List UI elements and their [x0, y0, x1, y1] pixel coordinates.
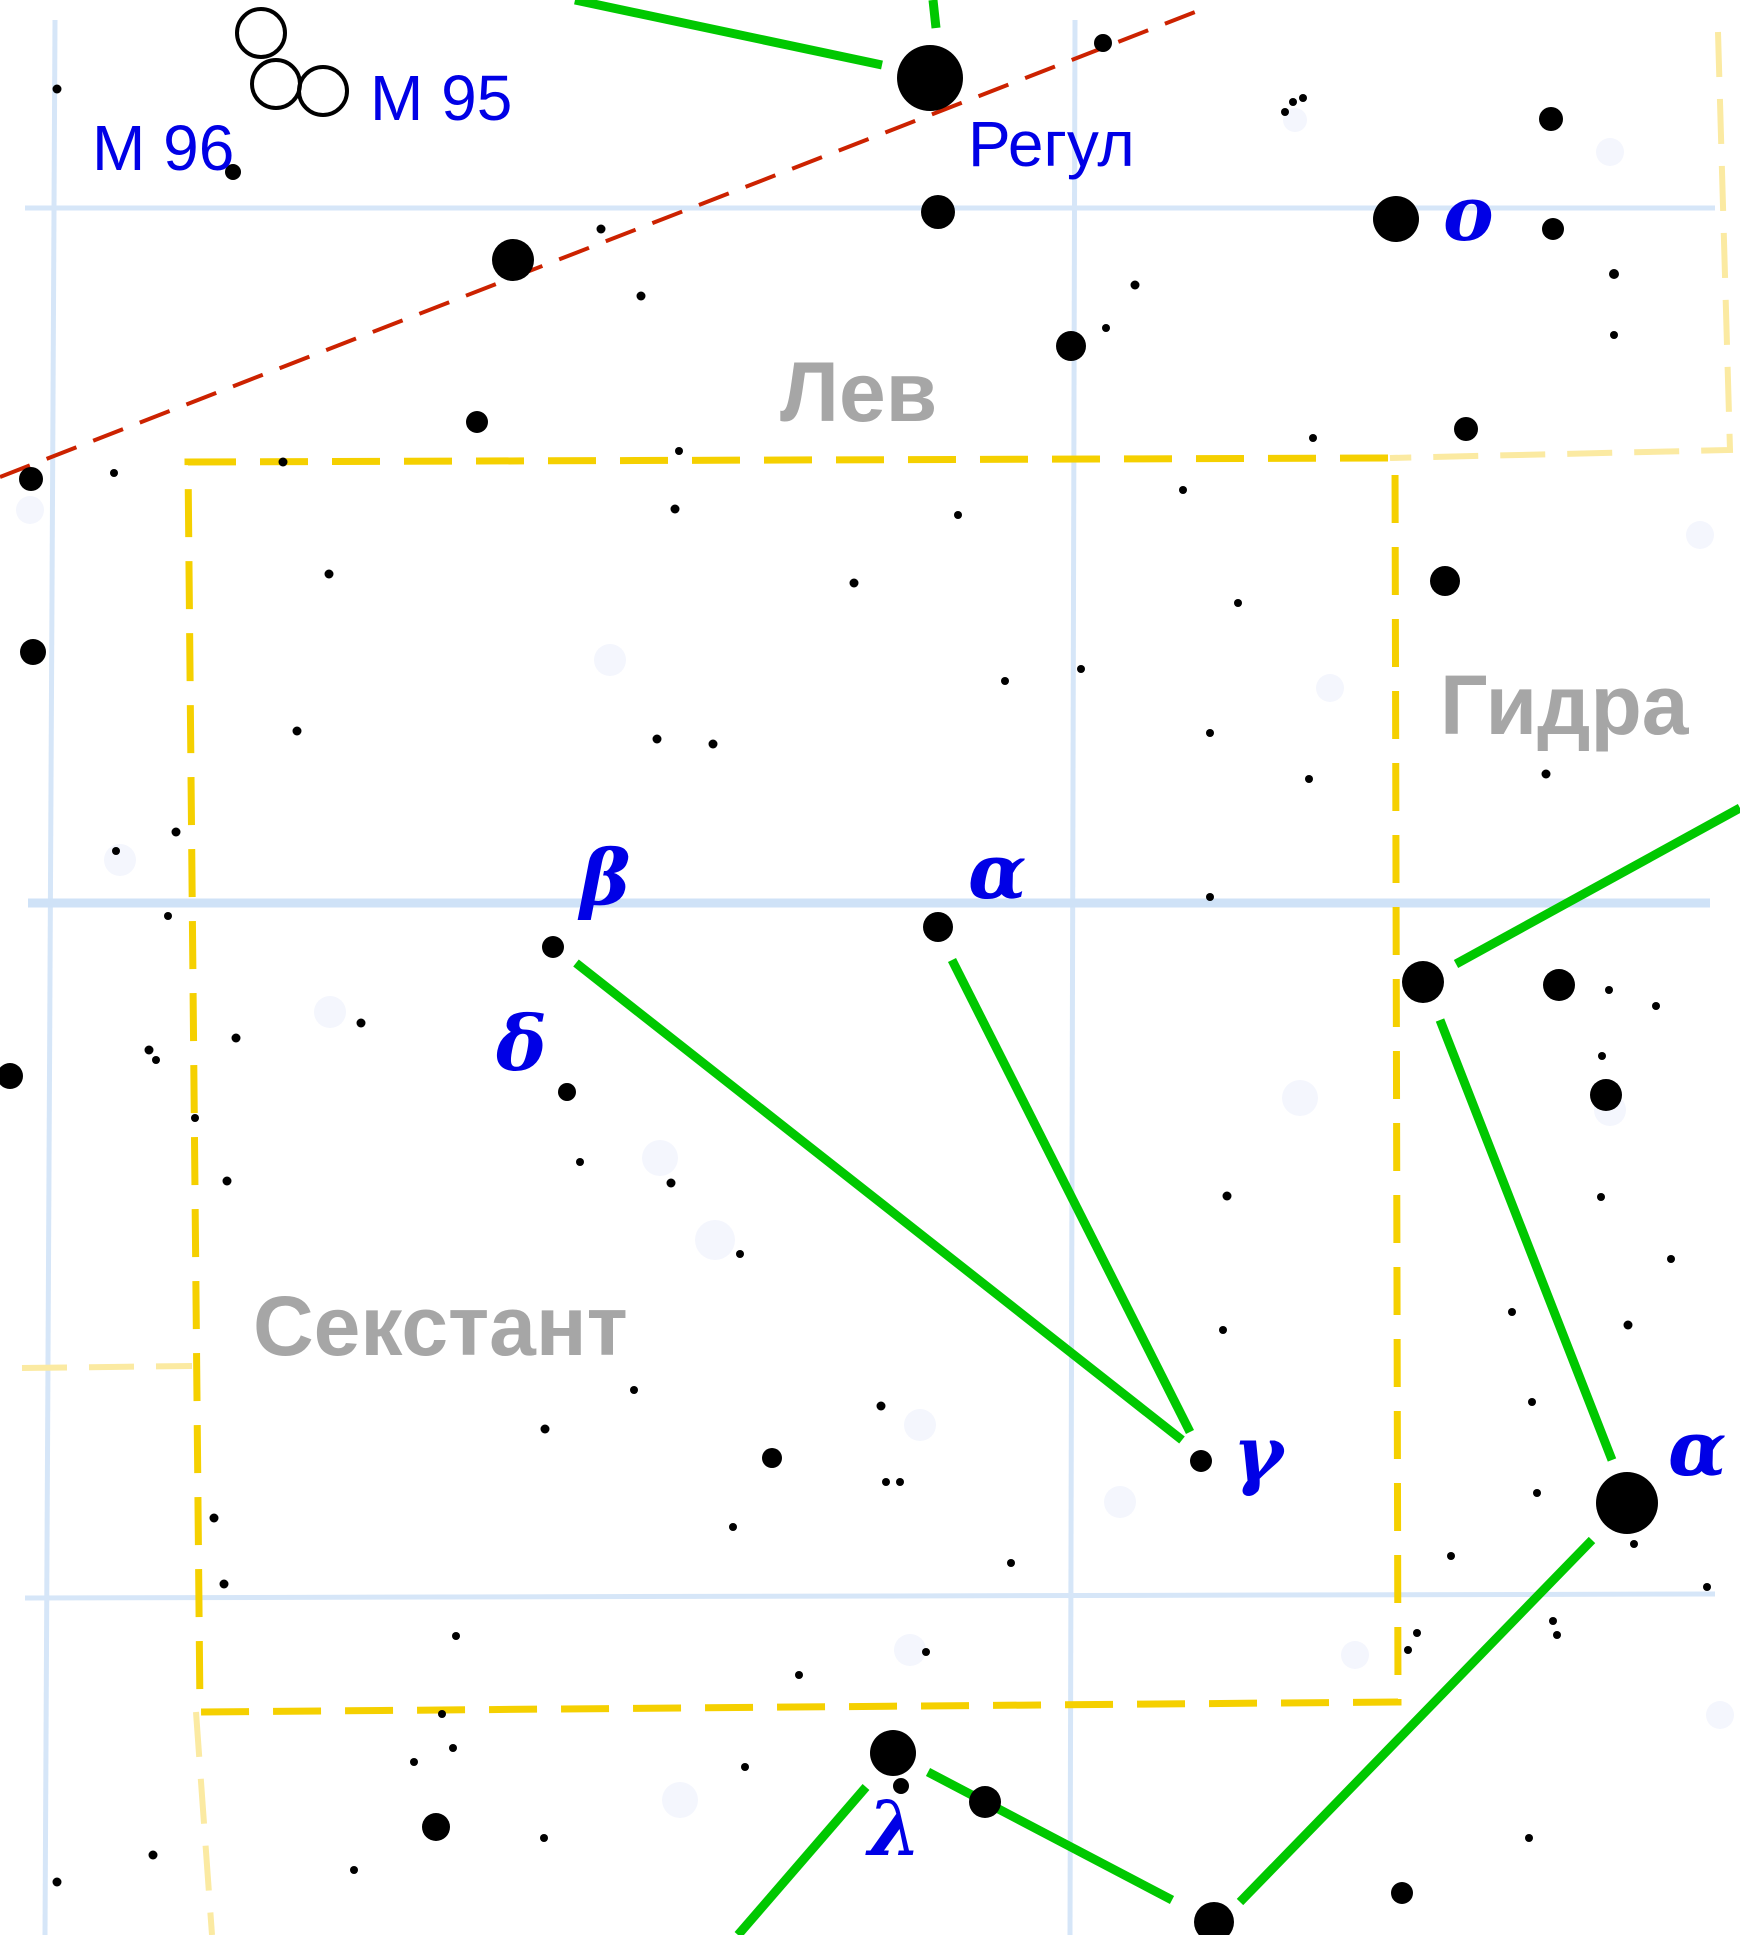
star-label-omicron-leo: ο — [1443, 169, 1494, 258]
star-alpha-hya — [1596, 1472, 1658, 1534]
star — [1539, 107, 1563, 131]
hydra-line-alphard — [1435, 1018, 1617, 1462]
faint-halos — [16, 108, 1734, 1818]
star — [969, 1786, 1001, 1818]
object-label-regulus: Регул — [968, 108, 1135, 180]
star — [466, 411, 488, 433]
galaxy-markers — [235, 7, 349, 117]
grid-line-dec-bottom — [24, 1591, 1716, 1601]
ecliptic-line — [0, 10, 1196, 479]
leo-line-regulus-north — [928, 0, 941, 29]
constellation-label-sextans: Секстант — [253, 1279, 628, 1373]
star-alpha-sex — [923, 912, 953, 942]
star — [225, 164, 241, 180]
star — [1056, 331, 1086, 361]
stars — [0, 34, 1711, 1935]
star — [893, 1778, 909, 1794]
object-label-m95: M 95 — [370, 62, 512, 134]
star-label-gamma-sex: γ — [1233, 1409, 1287, 1498]
hydra-line-alphard-south — [1236, 1536, 1596, 1906]
star-beta-sex — [542, 936, 564, 958]
constellation-figure-lines — [573, 0, 1740, 1935]
sextans-line-alpha-gamma — [947, 957, 1195, 1435]
star — [0, 1063, 23, 1089]
star — [1391, 1882, 1413, 1904]
constellation-label-leo: Лев — [780, 345, 937, 439]
star-omicron-leo — [1373, 196, 1419, 242]
star-gamma-sex — [1190, 1450, 1212, 1472]
star — [20, 639, 46, 665]
star — [1454, 417, 1478, 441]
star-lambda-hya — [870, 1730, 916, 1776]
star — [1590, 1079, 1622, 1111]
constellation-label-hydra: Гидра — [1440, 658, 1690, 752]
star-label-alpha-hya: α — [1668, 1404, 1726, 1493]
star — [1430, 566, 1460, 596]
boundary-leo-hydra — [1389, 31, 1734, 461]
star-label-alpha-sex: α — [968, 827, 1026, 916]
sextans-boundary — [184, 454, 1402, 1716]
star — [921, 195, 955, 229]
star-regulus — [897, 45, 963, 111]
galaxy-m96-icon — [235, 7, 287, 59]
star-label-beta-sex: β — [577, 833, 630, 922]
galaxy-m95-icon — [297, 65, 349, 117]
star — [492, 239, 534, 281]
star — [19, 467, 43, 491]
object-label-m96: M 96 — [92, 112, 234, 184]
hydra-line-north — [1453, 804, 1740, 968]
star — [1194, 1902, 1234, 1935]
star — [762, 1448, 782, 1468]
star-label-lambda-hya: λ — [865, 1784, 921, 1873]
sextans-line-beta-gamma — [573, 959, 1185, 1444]
star — [422, 1813, 450, 1841]
grid-line-ra-left — [42, 19, 58, 1935]
boundary-leo-sextans-west — [21, 1363, 193, 1371]
boundary-hydra-south — [193, 1711, 215, 1935]
star — [1402, 961, 1444, 1003]
star — [1543, 969, 1575, 1001]
leo-line-regulus — [574, 0, 883, 70]
star — [1542, 218, 1564, 240]
hydra-line-lambda — [925, 1768, 1175, 1904]
hydra-line-lambda-west — [734, 1784, 870, 1935]
star-delta-sex — [558, 1083, 576, 1101]
star-label-delta-sex: δ — [495, 999, 547, 1088]
star — [1094, 34, 1112, 52]
neighbor-boundaries — [21, 31, 1734, 1935]
